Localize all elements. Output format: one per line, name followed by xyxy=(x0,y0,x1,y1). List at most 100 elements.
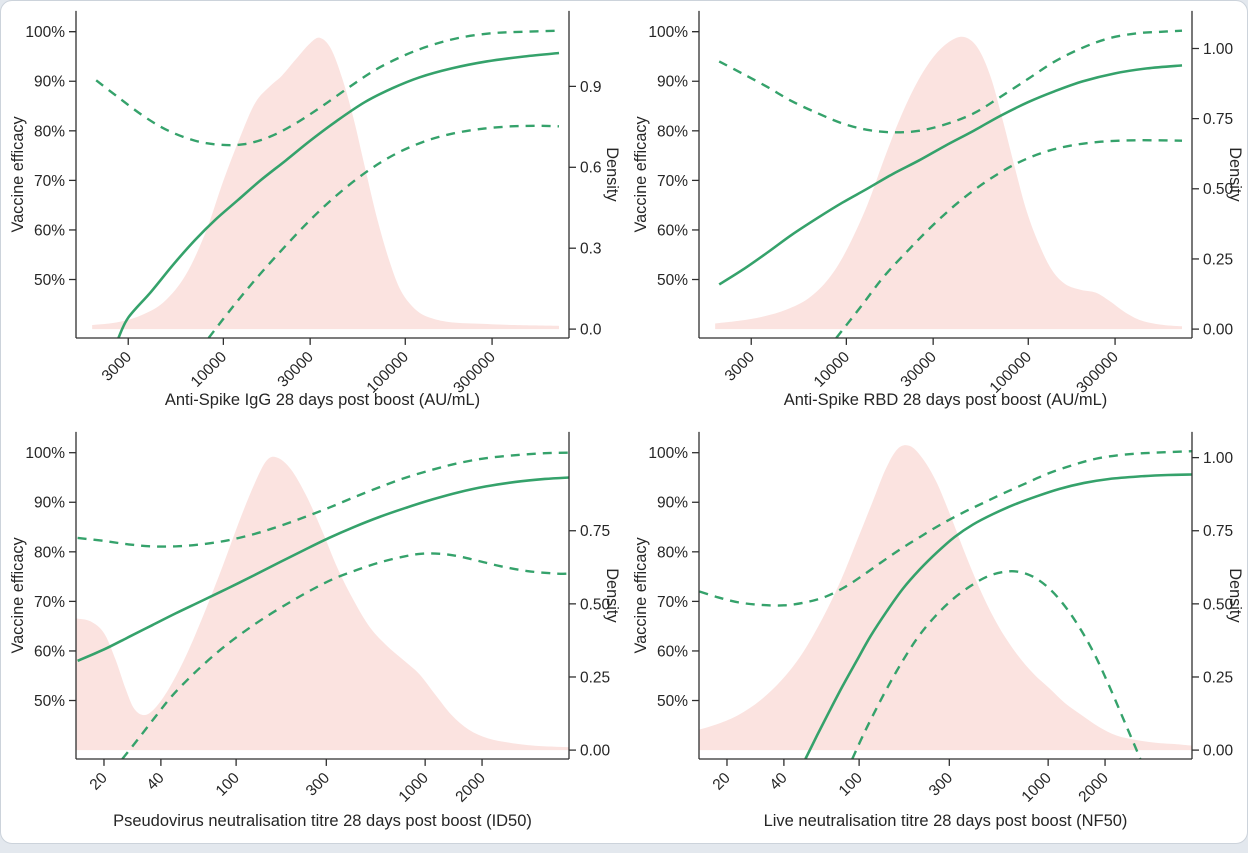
ve-tick-label: 80% xyxy=(34,544,65,561)
x-tick-label: 1000 xyxy=(396,770,432,806)
panel-live-neutralisation: 50% 60% 70% 80% 90% 100% 0.00 0.25 0.50 0.75 1.00 2… xyxy=(632,431,1244,830)
plot-area xyxy=(76,451,569,759)
x-tick-label: 30000 xyxy=(274,349,317,391)
ci-lower-line xyxy=(207,124,560,338)
efficacy-estimate-line xyxy=(117,51,560,338)
density-area xyxy=(715,36,1183,330)
density-tick-label: 0.50 xyxy=(580,596,610,613)
plot-area xyxy=(699,445,1192,759)
ve-tick-label: 100% xyxy=(25,24,65,41)
x-axis-title: Anti-Spike RBD 28 days post boost (AU/mL… xyxy=(784,391,1107,409)
ve-tick-label: 100% xyxy=(648,445,688,462)
left-axis-title: Vaccine efficacy xyxy=(632,116,650,233)
x-tick-label: 100 xyxy=(836,770,866,800)
ci-upper-line xyxy=(718,29,1183,134)
x-axis-title: Live neutralisation titre 28 days post b… xyxy=(764,812,1128,830)
density-tick-label: 0.00 xyxy=(580,743,610,760)
ci-lower-line xyxy=(121,552,569,759)
density-tick-label: 0.25 xyxy=(1203,251,1233,268)
density-tick-label: 0.75 xyxy=(1203,523,1233,540)
efficacy-estimate-line xyxy=(804,473,1192,759)
x-tick-label: 3000 xyxy=(99,349,135,385)
ve-tick-label: 50% xyxy=(657,693,688,710)
ve-tick-label: 60% xyxy=(34,222,65,239)
ci-upper-line xyxy=(699,450,1192,607)
x-tick-label: 300 xyxy=(303,770,333,800)
x-tick-label: 300000 xyxy=(450,349,499,397)
ve-tick-label: 80% xyxy=(657,544,688,561)
ve-tick-label: 70% xyxy=(657,173,688,190)
ci-lower-line xyxy=(835,139,1183,338)
panel-pseudovirus-neutralisation: 50% 60% 70% 80% 90% 100% 0.00 0.25 0.50 0.75 20 40 1… xyxy=(9,431,621,830)
x-tick-label: 30000 xyxy=(897,349,940,391)
density-tick-label: 1.00 xyxy=(1203,41,1233,58)
ve-tick-label: 80% xyxy=(34,123,65,140)
ve-tick-label: 70% xyxy=(34,594,65,611)
density-area xyxy=(92,37,560,330)
density-tick-label: 0.3 xyxy=(580,241,602,258)
right-axis-title: Density xyxy=(1226,147,1244,202)
density-area xyxy=(699,445,1192,751)
x-tick-label: 40 xyxy=(766,770,790,794)
x-axis-title: Pseudovirus neutralisation titre 28 days… xyxy=(113,812,532,830)
ci-upper-line xyxy=(77,451,569,548)
ve-tick-label: 90% xyxy=(34,74,65,91)
panel-anti-spike-rbd: 50% 60% 70% 80% 90% 100% 0.00 0.25 0.50 0.75 1.00 3… xyxy=(632,10,1244,409)
plot-area xyxy=(92,29,560,338)
density-tick-label: 0.0 xyxy=(580,322,602,339)
x-tick-label: 100000 xyxy=(363,349,412,397)
ve-tick-label: 70% xyxy=(657,594,688,611)
ve-tick-label: 60% xyxy=(657,643,688,660)
right-axis-title: Density xyxy=(1226,568,1244,623)
x-tick-label: 2000 xyxy=(1075,770,1111,806)
efficacy-estimate-line xyxy=(718,64,1183,286)
ve-tick-label: 70% xyxy=(34,173,65,190)
x-tick-label: 3000 xyxy=(722,349,758,385)
density-tick-label: 0.6 xyxy=(580,160,602,177)
left-axis-title: Vaccine efficacy xyxy=(9,537,27,654)
density-tick-label: 0.9 xyxy=(580,79,602,96)
ve-tick-label: 90% xyxy=(34,495,65,512)
ve-tick-label: 100% xyxy=(648,24,688,41)
density-tick-label: 0.00 xyxy=(1203,743,1233,760)
density-tick-label: 0.50 xyxy=(1203,596,1233,613)
ci-lower-line xyxy=(851,570,1142,759)
ve-tick-label: 50% xyxy=(34,693,65,710)
x-tick-label: 20 xyxy=(87,770,111,794)
x-tick-label: 100000 xyxy=(986,349,1035,397)
right-axis-title: Density xyxy=(603,147,621,202)
ve-tick-label: 80% xyxy=(657,123,688,140)
density-tick-label: 1.00 xyxy=(1203,450,1233,467)
x-tick-label: 300 xyxy=(926,770,956,800)
density-tick-label: 0.25 xyxy=(580,669,610,686)
ve-tick-label: 60% xyxy=(34,643,65,660)
ve-tick-label: 60% xyxy=(657,222,688,239)
panel-anti-spike-igg: 50% 60% 70% 80% 90% 100% 0.0 0.3 0.6 0.9 3000 10000… xyxy=(9,10,621,409)
x-tick-label: 10000 xyxy=(188,349,231,391)
density-tick-label: 0.50 xyxy=(1203,181,1233,198)
ci-upper-line xyxy=(95,29,560,147)
ve-tick-label: 100% xyxy=(25,445,65,462)
ve-tick-label: 90% xyxy=(657,74,688,91)
x-tick-label: 10000 xyxy=(811,349,854,391)
right-axis-title: Density xyxy=(603,568,621,623)
ve-tick-label: 50% xyxy=(657,272,688,289)
density-tick-label: 0.75 xyxy=(1203,111,1233,128)
ve-tick-label: 90% xyxy=(657,495,688,512)
plot-area xyxy=(715,29,1183,338)
x-tick-label: 20 xyxy=(710,770,734,794)
density-tick-label: 0.00 xyxy=(1203,322,1233,339)
ve-tick-label: 50% xyxy=(34,272,65,289)
x-axis-title: Anti-Spike IgG 28 days post boost (AU/mL… xyxy=(165,391,480,409)
density-tick-label: 0.75 xyxy=(580,523,610,540)
density-tick-label: 0.25 xyxy=(1203,669,1233,686)
density-area xyxy=(76,456,569,751)
x-tick-label: 300000 xyxy=(1073,349,1122,397)
efficacy-estimate-line xyxy=(77,476,569,663)
x-tick-label: 100 xyxy=(213,770,243,800)
x-tick-label: 40 xyxy=(143,770,167,794)
x-tick-label: 2000 xyxy=(452,770,488,806)
left-axis-title: Vaccine efficacy xyxy=(9,116,27,233)
